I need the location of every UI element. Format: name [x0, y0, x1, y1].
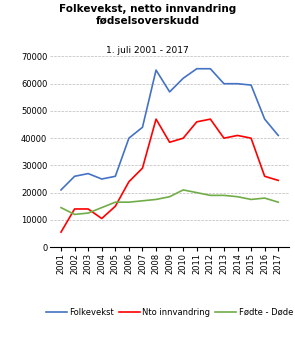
Folkevekst: [209, 67, 212, 71]
Nto innvandring: [127, 180, 131, 184]
Nto innvandring: [59, 230, 63, 234]
Fødte - Døde: [154, 197, 158, 202]
Nto innvandring: [195, 120, 199, 124]
Folkevekst: [73, 174, 76, 178]
Nto innvandring: [209, 117, 212, 121]
Nto innvandring: [100, 216, 104, 221]
Nto innvandring: [154, 117, 158, 121]
Folkevekst: [195, 67, 199, 71]
Fødte - Døde: [263, 196, 266, 200]
Fødte - Døde: [127, 200, 131, 204]
Fødte - Døde: [114, 200, 117, 204]
Folkevekst: [59, 188, 63, 192]
Nto innvandring: [222, 136, 226, 140]
Folkevekst: [276, 133, 280, 138]
Fødte - Døde: [249, 197, 253, 202]
Folkevekst: [222, 82, 226, 86]
Fødte - Døde: [209, 193, 212, 197]
Legend: Folkevekst, Nto innvandring, Fødte - Døde: Folkevekst, Nto innvandring, Fødte - Død…: [43, 305, 295, 320]
Nto innvandring: [73, 207, 76, 211]
Fødte - Døde: [86, 211, 90, 215]
Text: 1. juli 2001 - 2017: 1. juli 2001 - 2017: [106, 46, 189, 55]
Fødte - Døde: [222, 193, 226, 197]
Nto innvandring: [236, 133, 239, 138]
Fødte - Døde: [100, 205, 104, 210]
Nto innvandring: [263, 174, 266, 178]
Nto innvandring: [168, 140, 171, 144]
Folkevekst: [263, 117, 266, 121]
Folkevekst: [154, 68, 158, 72]
Folkevekst: [114, 174, 117, 178]
Line: Nto innvandring: Nto innvandring: [61, 119, 278, 232]
Fødte - Døde: [59, 205, 63, 210]
Nto innvandring: [114, 204, 117, 208]
Folkevekst: [181, 76, 185, 80]
Fødte - Døde: [141, 199, 144, 203]
Text: Folkevekst, netto innvandring
fødselsoverskudd: Folkevekst, netto innvandring fødselsove…: [59, 4, 236, 26]
Folkevekst: [141, 125, 144, 130]
Fødte - Døde: [168, 195, 171, 199]
Fødte - Døde: [195, 191, 199, 195]
Folkevekst: [168, 90, 171, 94]
Fødte - Døde: [236, 195, 239, 199]
Folkevekst: [100, 177, 104, 181]
Folkevekst: [236, 82, 239, 86]
Fødte - Døde: [276, 200, 280, 204]
Fødte - Døde: [73, 212, 76, 216]
Line: Folkevekst: Folkevekst: [61, 69, 278, 190]
Folkevekst: [86, 172, 90, 176]
Line: Fødte - Døde: Fødte - Døde: [61, 190, 278, 214]
Fødte - Døde: [181, 188, 185, 192]
Nto innvandring: [276, 178, 280, 183]
Folkevekst: [127, 136, 131, 140]
Nto innvandring: [249, 136, 253, 140]
Nto innvandring: [86, 207, 90, 211]
Nto innvandring: [181, 136, 185, 140]
Folkevekst: [249, 83, 253, 87]
Nto innvandring: [141, 166, 144, 170]
